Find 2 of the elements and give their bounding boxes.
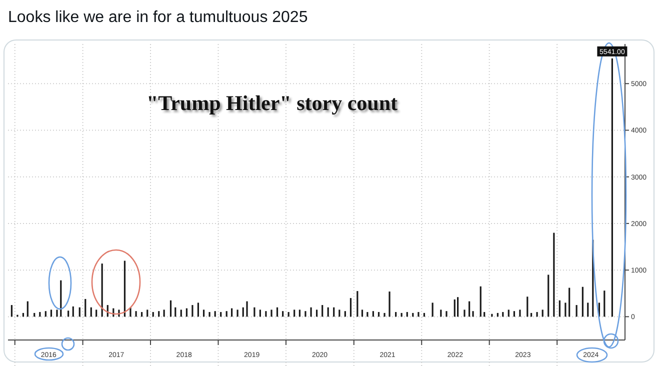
- text: "Trump Hitler" story count: [146, 91, 398, 115]
- chart-title: Looks like we are in for a tumultuous 2025: [8, 9, 308, 26]
